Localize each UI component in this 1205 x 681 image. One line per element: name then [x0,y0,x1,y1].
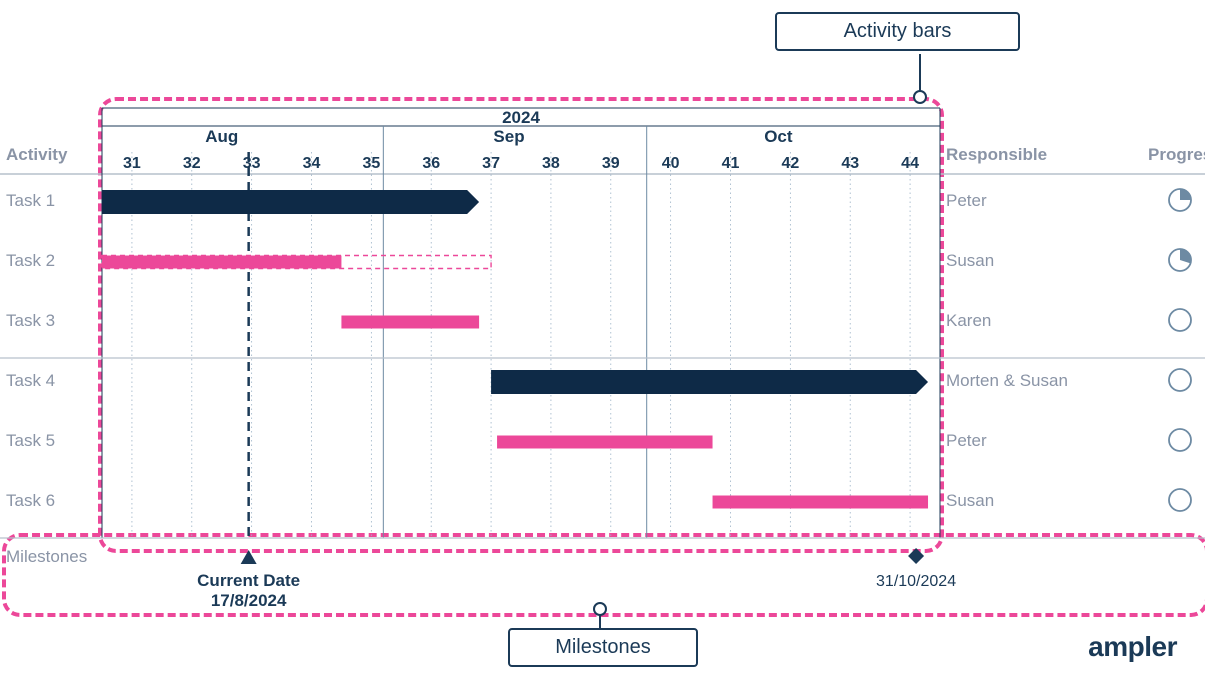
task-bar[interactable] [102,190,479,214]
month-label: Aug [205,127,238,146]
task-responsible-label: Karen [946,311,991,330]
task-activity-label: Task 4 [6,371,55,390]
task-bar[interactable] [713,496,928,509]
progress-indicator [1169,489,1191,511]
task-activity-label: Task 3 [6,311,55,330]
gantt-chart: 2024 Aug Sep Oct 31 32 33 34 35 36 37 38 39 40 41 42 43 4… [0,90,1205,610]
progress-fill [1180,249,1191,263]
task-bar[interactable] [102,256,341,269]
milestones-row-label: Milestones [6,547,87,566]
month-label: Sep [493,127,524,146]
callout-activity-bars-connector [919,54,921,93]
progress-fill [1180,189,1191,200]
col-header-responsible: Responsible [946,145,1047,164]
week-label: 41 [722,155,740,172]
week-label: 36 [422,155,440,172]
task-responsible-label: Peter [946,191,987,210]
year-label: 2024 [502,108,540,127]
col-header-progress: Progress [1148,145,1205,164]
task-activity-label: Task 6 [6,491,55,510]
current-date-marker [241,550,257,564]
task-activity-label: Task 5 [6,431,55,450]
week-label: 33 [243,155,261,172]
task-responsible-label: Morten & Susan [946,371,1068,390]
milestone-marker[interactable] [908,548,924,564]
callout-milestones: Milestones [508,628,698,667]
task-bar[interactable] [491,370,928,394]
progress-indicator [1169,309,1191,331]
task-activity-label: Task 1 [6,191,55,210]
week-label: 39 [602,155,620,172]
week-label: 32 [183,155,201,172]
progress-indicator [1169,369,1191,391]
callout-activity-bars: Activity bars [775,12,1020,51]
task-bar[interactable] [497,436,712,449]
week-label: 42 [781,155,799,172]
week-label: 38 [542,155,560,172]
milestone-date: 31/10/2024 [876,573,956,590]
week-label: 34 [303,155,321,172]
progress-indicator [1169,429,1191,451]
callout-activity-bars-label: Activity bars [844,20,952,42]
brand-logo: ampler [1088,631,1177,663]
task-responsible-label: Susan [946,491,994,510]
current-date-value: 17/8/2024 [211,591,287,610]
col-header-activity: Activity [6,145,68,164]
callout-milestones-label: Milestones [555,636,651,658]
task-responsible-label: Peter [946,431,987,450]
week-label: 43 [841,155,859,172]
week-label: 40 [662,155,680,172]
task-responsible-label: Susan [946,251,994,270]
task-bar[interactable] [341,316,479,329]
week-label: 31 [123,155,141,172]
week-label: 44 [901,155,919,172]
week-label: 37 [482,155,500,172]
week-label: 35 [362,155,380,172]
current-date-label: Current Date [197,571,300,590]
month-label: Oct [764,127,793,146]
task-activity-label: Task 2 [6,251,55,270]
